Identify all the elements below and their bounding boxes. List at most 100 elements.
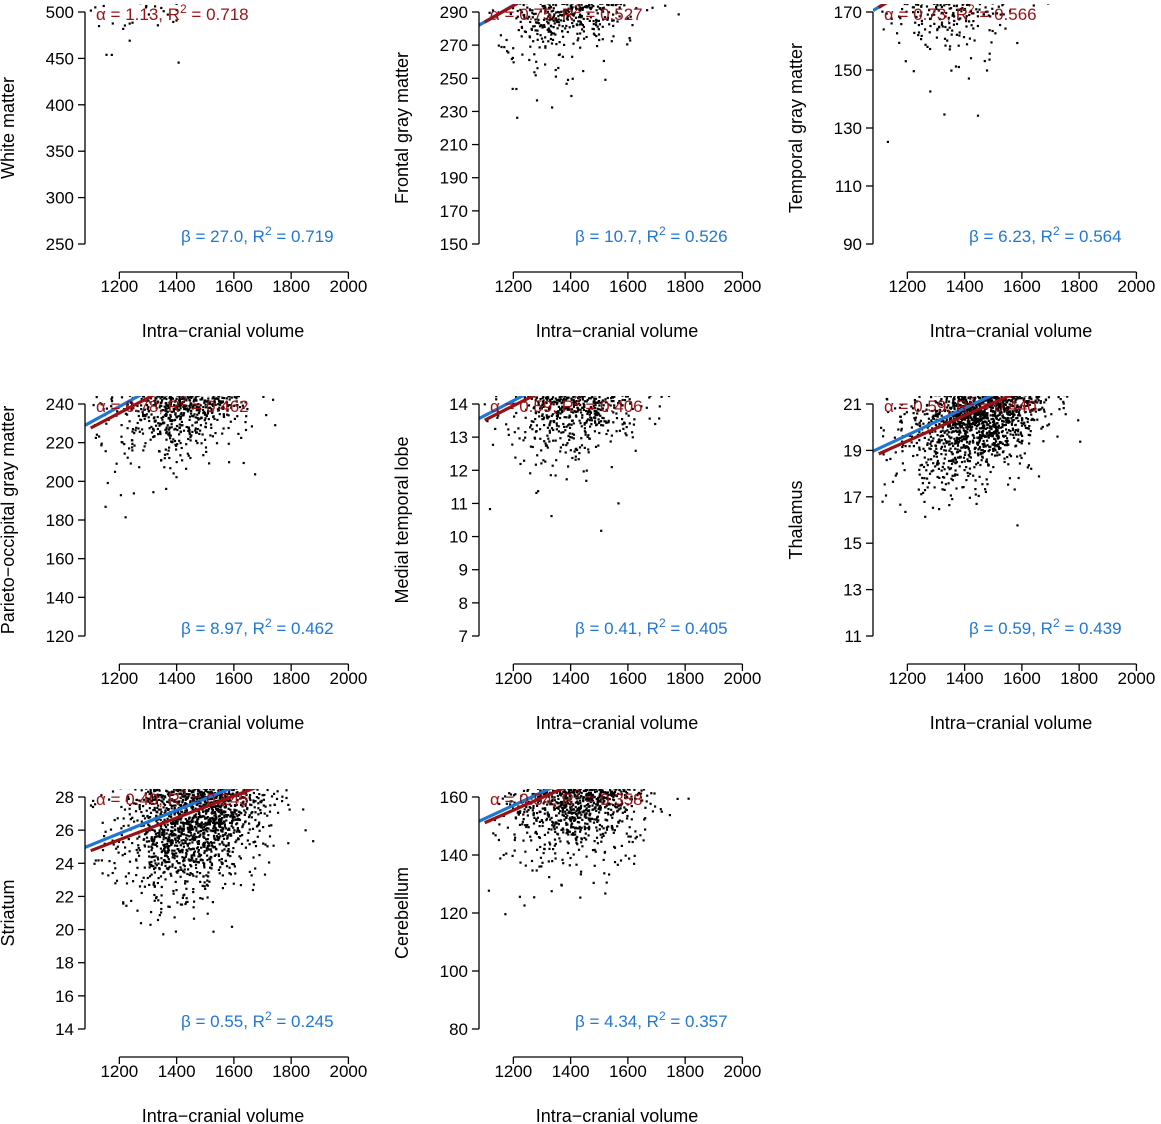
data-point [560, 1, 562, 3]
data-point [525, 4, 528, 5]
data-point [582, 25, 585, 29]
data-point [572, 25, 575, 28]
data-point [520, 11, 524, 14]
data-point [561, 55, 564, 58]
data-point [576, 32, 579, 35]
data-point [565, 17, 569, 20]
data-point [551, 106, 554, 109]
data-point [557, 21, 561, 24]
data-point [540, 24, 543, 27]
data-point [527, 0, 529, 2]
y-tick-label: 350 [46, 142, 74, 161]
data-point [547, 0, 549, 1]
data-point [572, 19, 575, 22]
alpha-annotation: α = 1.13, R2 = 0.718 [96, 2, 249, 24]
data-point [556, 0, 558, 2]
data-point [581, 28, 584, 31]
data-point [562, 14, 566, 17]
data-point [612, 19, 615, 22]
data-point [560, 10, 563, 13]
data-point [535, 21, 538, 24]
data-point [552, 26, 555, 29]
data-point [566, 15, 569, 18]
data-point [564, 12, 567, 15]
data-point [629, 15, 632, 18]
data-point [554, 33, 557, 36]
data-point [145, 4, 148, 8]
data-point [587, 12, 590, 15]
data-point [626, 43, 629, 46]
data-point [539, 10, 542, 13]
data-point [503, 46, 506, 49]
data-point [608, 23, 611, 26]
data-point [537, 18, 540, 21]
data-point [631, 24, 634, 27]
data-point [582, 17, 585, 20]
data-point [570, 8, 573, 11]
x-tick-label: 2000 [329, 277, 367, 296]
data-point [506, 50, 509, 53]
data-point [510, 57, 513, 61]
data-point [571, 22, 574, 25]
data-point [542, 7, 545, 10]
data-point [519, 20, 522, 23]
data-point [166, 13, 169, 16]
data-point [500, 45, 503, 49]
data-point [607, 2, 609, 4]
data-point [566, 78, 570, 81]
y-tick-label: 500 [46, 3, 74, 22]
data-point [530, 27, 533, 30]
data-point [557, 53, 560, 57]
data-point [592, 5, 595, 8]
data-point [544, 63, 547, 66]
data-point [598, 38, 601, 42]
data-point [581, 8, 584, 11]
data-point [511, 0, 513, 1]
data-point [596, 12, 599, 15]
data-point [606, 16, 609, 19]
data-point [545, 17, 548, 20]
data-point [588, 6, 591, 9]
data-point [549, 5, 552, 9]
data-point [610, 40, 613, 43]
data-point [529, 45, 532, 48]
data-point [559, 13, 562, 16]
data-point [590, 6, 593, 9]
data-point [595, 21, 598, 24]
data-point [592, 20, 595, 23]
data-point [572, 42, 575, 45]
data-point [110, 53, 113, 56]
y-tick-label: 300 [46, 189, 74, 208]
data-point [552, 4, 555, 6]
data-point [541, 26, 544, 29]
data-point [131, 21, 134, 24]
data-point [538, 46, 541, 49]
data-point [128, 22, 131, 25]
data-point [528, 58, 531, 62]
data-point [523, 30, 526, 33]
data-point [549, 37, 552, 41]
data-point [570, 10, 573, 13]
data-point [619, 4, 623, 6]
data-point [552, 19, 555, 22]
data-point [94, 6, 97, 9]
data-point [566, 4, 569, 6]
data-point [577, 16, 581, 19]
data-point [547, 27, 550, 30]
data-point [552, 15, 555, 18]
data-point [543, 0, 545, 1]
data-point [534, 74, 537, 77]
data-point [143, 0, 145, 1]
data-point [612, 13, 615, 16]
data-point [588, 4, 591, 7]
data-point [536, 32, 539, 36]
data-point [556, 10, 560, 14]
data-point [555, 43, 558, 46]
data-point [597, 1, 599, 3]
data-point [522, 4, 525, 7]
data-point [579, 15, 582, 18]
data-point [662, 0, 664, 1]
data-point [553, 22, 556, 25]
data-point [560, 14, 564, 17]
data-point [139, 4, 142, 5]
